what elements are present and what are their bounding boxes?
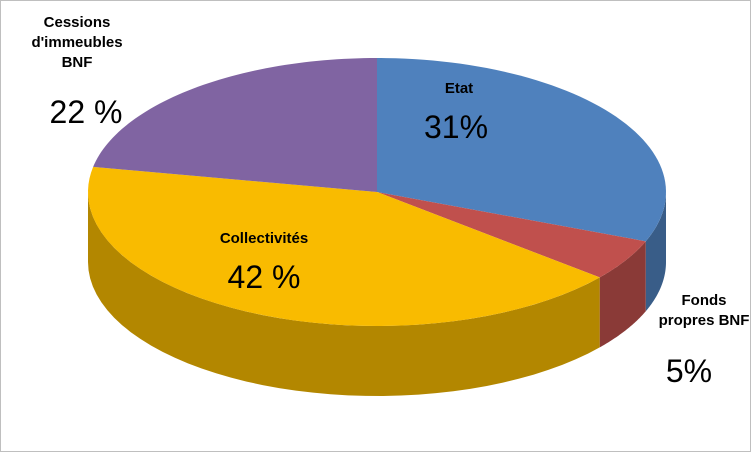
value-label: 31% bbox=[423, 109, 489, 145]
slice bbox=[377, 58, 666, 242]
slice-side bbox=[599, 241, 646, 348]
category-label: Etat bbox=[444, 80, 474, 97]
slice-side bbox=[645, 192, 666, 312]
value-label: 42 % bbox=[227, 259, 301, 295]
slice bbox=[93, 58, 377, 192]
slice bbox=[377, 192, 646, 278]
value-label: 5% bbox=[665, 353, 713, 389]
slice bbox=[88, 166, 600, 326]
category-label: Collectivités bbox=[219, 230, 309, 247]
category-label: Cessions d'immeubles BNF bbox=[31, 14, 123, 71]
category-label: Fonds propres BNF bbox=[658, 292, 750, 329]
slice-side bbox=[88, 192, 600, 396]
value-label: 22 % bbox=[49, 94, 123, 130]
